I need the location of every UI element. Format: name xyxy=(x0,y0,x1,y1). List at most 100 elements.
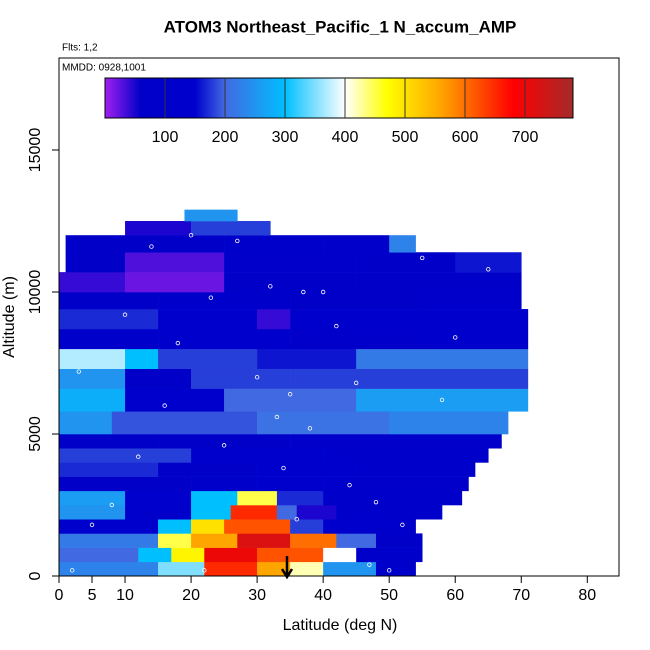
heat-cell xyxy=(356,547,423,563)
heat-cell xyxy=(191,368,291,389)
sample-point xyxy=(373,499,379,505)
sample-point xyxy=(89,522,95,528)
heat-cell xyxy=(158,348,258,369)
heat-cell xyxy=(257,309,291,330)
sample-point xyxy=(221,443,227,448)
heat-cell xyxy=(237,533,291,548)
colorbar-tick-label: 500 xyxy=(392,129,419,146)
sample-point xyxy=(486,267,491,272)
annotation: MMDD: 0928,1001 xyxy=(62,63,146,74)
heat-cell xyxy=(257,462,357,477)
x-axis-label: Latitude (deg N) xyxy=(283,617,398,634)
heat-cell xyxy=(125,348,159,369)
heat-cell xyxy=(59,411,113,435)
heat-cell xyxy=(158,309,258,330)
heat-cell xyxy=(59,533,159,548)
heat-cell xyxy=(158,328,291,350)
heat-cell xyxy=(138,547,172,563)
heat-cell xyxy=(336,505,443,520)
heat-cell xyxy=(59,561,159,577)
x-tick-label: 60 xyxy=(446,587,464,604)
x-tick-label: 50 xyxy=(380,587,398,604)
heat-cell xyxy=(375,561,416,577)
heat-cell xyxy=(125,252,225,273)
heat-cell xyxy=(290,533,337,548)
sample-point xyxy=(400,522,405,528)
heat-cell xyxy=(125,505,192,520)
sample-point xyxy=(307,426,313,431)
heat-cell xyxy=(184,209,238,222)
sample-point xyxy=(386,568,392,573)
x-tick-label: 20 xyxy=(182,587,200,604)
arrow xyxy=(280,556,294,580)
heat-cell xyxy=(290,309,529,330)
heat-cell xyxy=(224,272,357,293)
x-tick-label: 80 xyxy=(578,587,596,604)
heat-cell xyxy=(389,235,416,253)
heat-cell xyxy=(257,476,324,492)
sample-point xyxy=(149,244,154,249)
heat-cell xyxy=(191,221,271,236)
heat-cell xyxy=(191,490,238,506)
heat-cell xyxy=(59,519,159,534)
heat-cell xyxy=(158,292,291,310)
heat-cell xyxy=(422,328,529,350)
colorbar-tick-label: 200 xyxy=(212,129,239,146)
sample-point xyxy=(353,380,359,386)
colorbar: 100 200 300 400 500 600 700 xyxy=(104,77,574,146)
sample-point xyxy=(208,295,214,300)
heat-cell xyxy=(323,448,489,463)
heat-cell xyxy=(125,272,225,293)
sample-point xyxy=(334,323,339,329)
sample-point xyxy=(453,335,458,340)
sample-point xyxy=(70,568,75,573)
sample-point xyxy=(122,312,128,317)
sample-point xyxy=(268,284,273,289)
sample-point xyxy=(420,255,425,261)
sample-point xyxy=(188,233,194,238)
sample-point xyxy=(235,238,240,244)
heat-cell xyxy=(323,519,390,534)
plot-frame xyxy=(58,57,620,577)
heat-cell xyxy=(276,490,324,506)
heat-cell xyxy=(323,547,357,563)
colorbar-tick-label: 100 xyxy=(152,129,179,146)
heat-cell xyxy=(191,476,258,492)
heat-cell xyxy=(158,434,291,449)
heat-cell xyxy=(191,519,225,534)
heat-cell xyxy=(356,272,522,293)
sample-point xyxy=(320,289,326,295)
heat-cell xyxy=(171,547,205,563)
heat-cell xyxy=(224,252,357,273)
x-tick-label: 10 xyxy=(116,587,134,604)
heat-cell xyxy=(224,519,291,534)
sample-point xyxy=(162,403,167,408)
heat-cell xyxy=(323,476,469,492)
sample-point xyxy=(202,568,207,573)
sample-point xyxy=(175,340,181,346)
heat-cell xyxy=(191,505,231,520)
heat-cell xyxy=(59,434,159,449)
heat-cell xyxy=(356,462,476,477)
x-tick-label: 40 xyxy=(314,587,332,604)
sample-point xyxy=(347,482,352,488)
sample-point xyxy=(109,502,115,508)
y-tick-label: 15000 xyxy=(27,128,44,173)
heat-cell xyxy=(204,561,258,577)
heat-cell xyxy=(290,328,423,350)
heat-cell xyxy=(356,348,529,369)
sample-point xyxy=(294,517,299,522)
plot-area xyxy=(59,209,529,577)
heat-cell xyxy=(191,448,324,463)
heat-cell xyxy=(257,348,357,369)
heat-cell xyxy=(224,235,324,253)
heat-cell xyxy=(224,388,357,412)
heat-cell xyxy=(237,490,278,506)
sample-point xyxy=(281,465,286,471)
heat-cell xyxy=(59,476,192,492)
heat-cell xyxy=(389,411,509,435)
heat-cell xyxy=(276,505,298,520)
heat-cell xyxy=(323,490,463,506)
y-tick-label: 0 xyxy=(27,571,44,580)
heat-cell xyxy=(375,533,423,548)
